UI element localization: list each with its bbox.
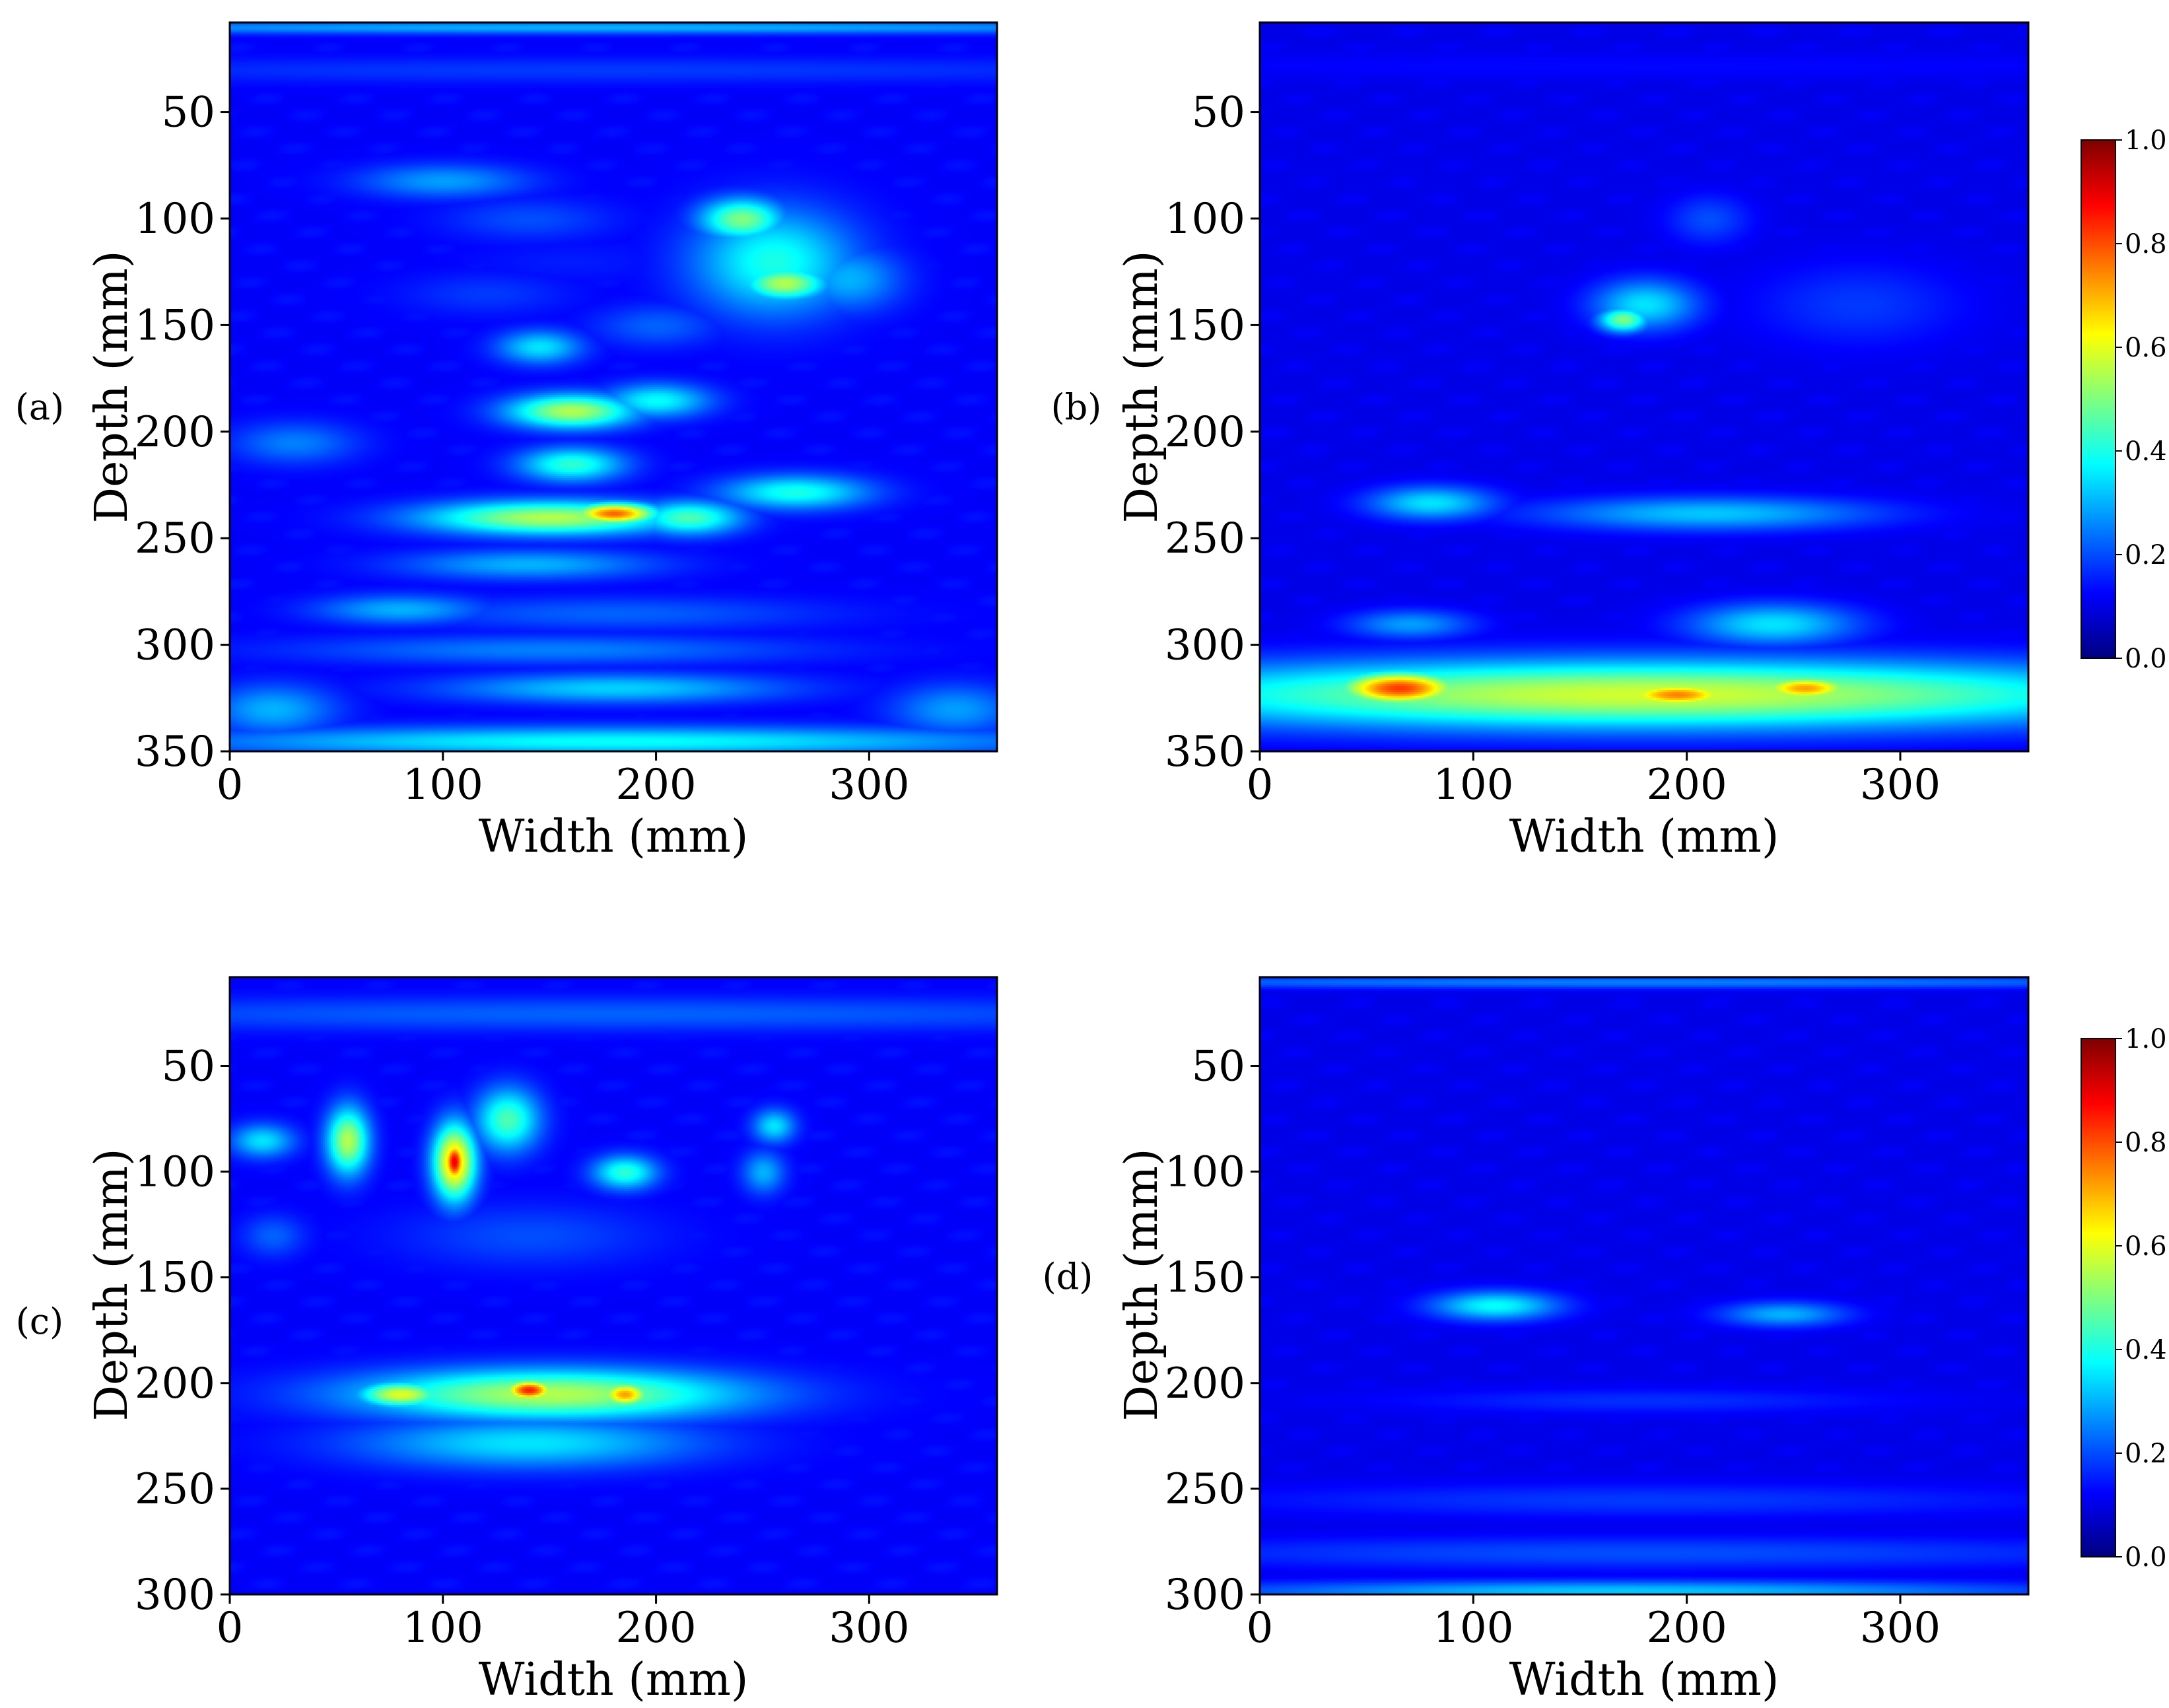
y-axis-b: 50 100 150 200 250 300 350 bbox=[1165, 88, 1260, 776]
y-tick-label-a-350: 350 bbox=[135, 728, 215, 776]
x-tick-label-a-300: 300 bbox=[829, 761, 909, 809]
x-axis-label-b: Width (mm) bbox=[1509, 811, 1779, 863]
panel-label-b: (b) bbox=[1051, 386, 1102, 428]
y-tick-label-a-200: 200 bbox=[135, 408, 215, 457]
colorbar-bottom-gradient bbox=[2081, 1038, 2116, 1557]
x-tick-label-a-0: 0 bbox=[217, 761, 244, 809]
x-axis-label-c: Width (mm) bbox=[479, 1654, 749, 1706]
colorbar-bottom: 0.0 0.2 0.4 0.6 0.8 1.0 bbox=[2081, 1024, 2167, 1573]
y-tick-label-b-100: 100 bbox=[1165, 195, 1245, 244]
x-tick-label-c-100: 100 bbox=[403, 1604, 483, 1653]
colorbar-tick-label-0-0: 0.0 bbox=[2125, 644, 2167, 674]
y-tick-label-b-350: 350 bbox=[1165, 728, 1245, 776]
x-tick-label-a-200: 200 bbox=[615, 761, 696, 809]
x-tick-label-b-100: 100 bbox=[1433, 761, 1513, 809]
y-tick-label-c-50: 50 bbox=[162, 1042, 215, 1091]
plot-frame-c bbox=[228, 976, 998, 1596]
y-axis-c: 50 100 150 200 250 300 bbox=[135, 1042, 230, 1620]
y-tick-label-b-150: 150 bbox=[1165, 301, 1245, 350]
colorbar-tick-label-1-2: 0.4 bbox=[2125, 1335, 2167, 1365]
y-tick-label-a-50: 50 bbox=[162, 88, 215, 137]
y-tick-label-d-250: 250 bbox=[1165, 1465, 1245, 1514]
colorbar-tick-label-1-0: 0.0 bbox=[2125, 1542, 2167, 1573]
colorbar-tick-label-1-1: 0.2 bbox=[2125, 1439, 2167, 1469]
x-tick-label-b-300: 300 bbox=[1860, 761, 1941, 809]
colorbar-top-ticks: 0.0 0.2 0.4 0.6 0.8 1.0 bbox=[2116, 125, 2167, 674]
y-tick-label-d-50: 50 bbox=[1192, 1042, 1245, 1091]
heatmap-c-image bbox=[230, 977, 997, 1594]
x-tick-label-d-300: 300 bbox=[1860, 1604, 1941, 1653]
colorbar-tick-label-1-5: 1.0 bbox=[2125, 1024, 2167, 1054]
colorbar-tick-label-1-4: 0.8 bbox=[2125, 1128, 2167, 1158]
panel-a: 0 100 200 300 50 100 150 200 250 300 350 Width (m… bbox=[15, 21, 998, 863]
x-tick-label-b-0: 0 bbox=[1247, 761, 1274, 809]
heatmap-d-image bbox=[1260, 977, 2028, 1594]
y-tick-label-d-200: 200 bbox=[1165, 1359, 1245, 1408]
heatmap-b-image bbox=[1260, 22, 2028, 751]
heatmap-a-image bbox=[230, 22, 997, 751]
panel-label-a: (a) bbox=[15, 386, 64, 428]
x-tick-label-d-100: 100 bbox=[1433, 1604, 1513, 1653]
colorbar-tick-label-0-3: 0.6 bbox=[2125, 333, 2167, 363]
x-tick-label-c-0: 0 bbox=[217, 1604, 244, 1653]
y-tick-label-c-100: 100 bbox=[135, 1148, 215, 1197]
y-axis-label-d: Depth (mm) bbox=[1116, 1148, 1168, 1421]
x-axis-label-d: Width (mm) bbox=[1509, 1654, 1779, 1706]
x-tick-label-c-300: 300 bbox=[829, 1604, 909, 1653]
y-tick-label-b-50: 50 bbox=[1192, 88, 1245, 137]
x-tick-label-b-200: 200 bbox=[1647, 761, 1727, 809]
colorbar-tick-label-1-3: 0.6 bbox=[2125, 1231, 2167, 1262]
colorbar-top-gradient bbox=[2081, 139, 2116, 659]
panel-label-d: (d) bbox=[1043, 1256, 1093, 1297]
y-axis-label-a: Depth (mm) bbox=[86, 250, 138, 523]
x-tick-label-c-200: 200 bbox=[615, 1604, 696, 1653]
y-tick-label-c-200: 200 bbox=[135, 1359, 215, 1408]
y-tick-label-d-300: 300 bbox=[1165, 1571, 1245, 1620]
colorbar-tick-label-0-5: 1.0 bbox=[2125, 125, 2167, 156]
y-tick-label-b-250: 250 bbox=[1165, 514, 1245, 563]
y-tick-label-c-150: 150 bbox=[135, 1254, 215, 1303]
y-tick-label-a-250: 250 bbox=[135, 514, 215, 563]
colorbar-tick-label-0-2: 0.4 bbox=[2125, 436, 2167, 467]
x-axis-c: 0 100 200 300 bbox=[217, 1594, 909, 1653]
y-tick-label-d-100: 100 bbox=[1165, 1148, 1245, 1197]
plot-frame-d bbox=[1258, 976, 2030, 1596]
colorbar-tick-label-0-1: 0.2 bbox=[2125, 540, 2167, 570]
y-tick-label-a-300: 300 bbox=[135, 621, 215, 670]
plot-frame-a bbox=[228, 21, 998, 753]
colorbar-tick-label-0-4: 0.8 bbox=[2125, 229, 2167, 259]
y-tick-label-b-200: 200 bbox=[1165, 408, 1245, 457]
panel-label-c: (c) bbox=[16, 1301, 63, 1342]
y-axis-label-c: Depth (mm) bbox=[86, 1148, 138, 1421]
y-axis-d: 50 100 150 200 250 300 bbox=[1165, 1042, 1260, 1620]
x-axis-a: 0 100 200 300 bbox=[217, 751, 909, 809]
x-tick-label-d-200: 200 bbox=[1647, 1604, 1727, 1653]
y-tick-label-c-300: 300 bbox=[135, 1571, 215, 1620]
colorbar-top: 0.0 0.2 0.4 0.6 0.8 1.0 bbox=[2081, 125, 2167, 674]
x-tick-label-a-100: 100 bbox=[403, 761, 483, 809]
panel-b: 0 100 200 300 50 100 150 200 250 300 350 Width (m… bbox=[1051, 21, 2030, 863]
x-axis-label-a: Width (mm) bbox=[479, 811, 749, 863]
x-tick-label-d-0: 0 bbox=[1247, 1604, 1274, 1653]
colorbar-bottom-ticks: 0.0 0.2 0.4 0.6 0.8 1.0 bbox=[2116, 1024, 2167, 1573]
y-tick-label-a-150: 150 bbox=[135, 301, 215, 350]
y-tick-label-b-300: 300 bbox=[1165, 621, 1245, 670]
y-tick-label-d-150: 150 bbox=[1165, 1254, 1245, 1303]
y-tick-label-a-100: 100 bbox=[135, 195, 215, 244]
y-tick-label-c-250: 250 bbox=[135, 1465, 215, 1514]
y-axis-a: 50 100 150 200 250 300 350 bbox=[135, 88, 230, 776]
x-axis-d: 0 100 200 300 bbox=[1247, 1594, 1941, 1653]
y-axis-label-b: Depth (mm) bbox=[1116, 250, 1168, 523]
plot-frame-b bbox=[1258, 21, 2030, 753]
x-axis-b: 0 100 200 300 bbox=[1247, 751, 1941, 809]
